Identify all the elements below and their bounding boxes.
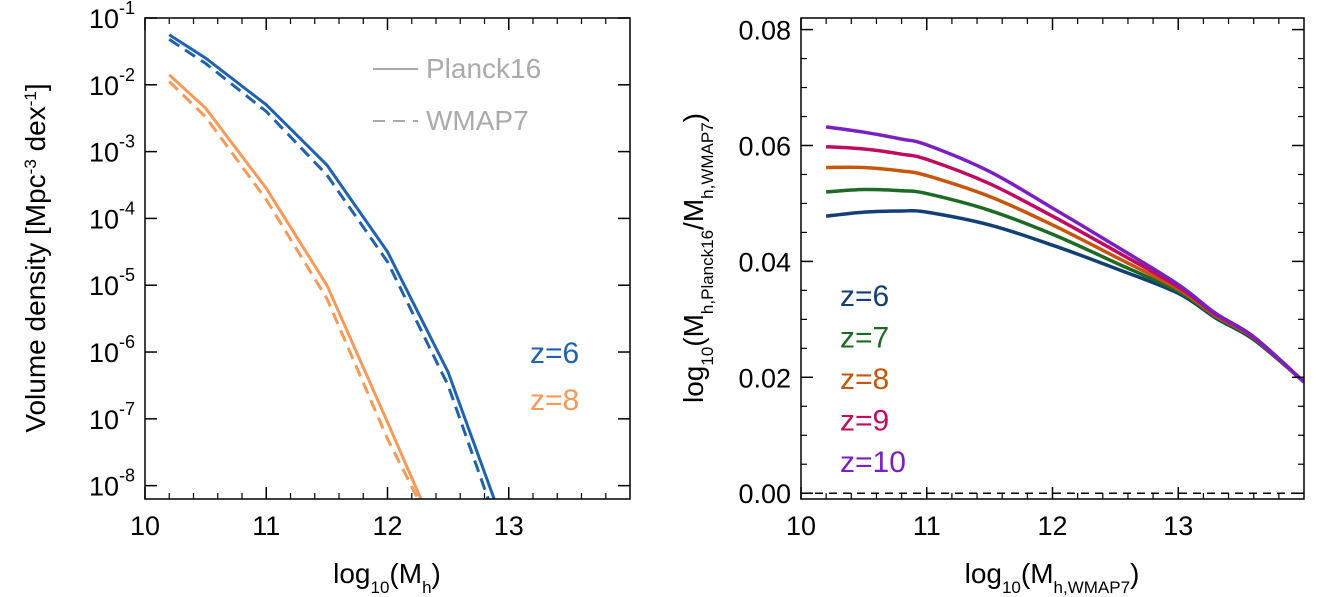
series-line-z10 (825, 125, 1304, 384)
y-tick-label: 0.00 (738, 479, 791, 509)
y-tick-label: 10-6 (89, 332, 135, 368)
right-panel: 10 11 12 130.000.020.040.060.08 z=6z=7z=8z=… (678, 16, 1305, 597)
y-tick-label: 10-5 (89, 265, 135, 301)
y-tick-label: 10-1 (89, 0, 135, 34)
x-tick-label: 12 (372, 511, 402, 541)
redshift-label-z7: z=7 (840, 322, 889, 355)
legend-label-wmap7: WMAP7 (426, 105, 529, 136)
x-tick-label: 10 (786, 511, 816, 541)
right-plot-area (801, 125, 1304, 494)
redshift-label-z10: z=10 (840, 446, 906, 479)
legend-label-planck16: Planck16 (426, 53, 541, 84)
x-tick-label: 10 (130, 511, 160, 541)
series-line-z6-wmap7 (168, 38, 490, 499)
series-line-z6 (825, 208, 1304, 384)
left-legend: Planck16 WMAP7 z=6 z=8 (373, 53, 579, 417)
series-line-z6-planck16 (168, 33, 496, 499)
right-legend: z=6 z=7 z=8 z=9 z=10 (840, 280, 906, 479)
series-line-z9 (826, 144, 1304, 384)
left-panel: 10 11 12 13 10-8 10-7 10-6 10-5 10-4 10-3 10-2 10-1… (20, 0, 631, 597)
redshift-label-z6: z=6 (840, 280, 889, 313)
y-tick-label: 10-7 (89, 399, 135, 435)
redshift-label-z8: z=8 (840, 363, 889, 396)
redshift-label-z9: z=9 (840, 405, 889, 438)
series-line-z8-planck16 (168, 73, 423, 499)
y-tick-label: 0.04 (738, 247, 791, 277)
y-tick-label: 0.02 (738, 363, 791, 393)
left-plot-area (168, 33, 496, 499)
right-y-axis-title: log10(Mh,Planck16/Mh,WMAP7) (678, 113, 717, 403)
x-tick-label: 11 (913, 511, 941, 541)
y-tick-label: 10-8 (89, 466, 135, 502)
y-tick-label: 10-3 (89, 132, 135, 168)
y-tick-label: 0.06 (738, 131, 791, 161)
right-axis-ticks: 10 11 12 13 0.00 0.02 0.04 0.06 0.08 (738, 16, 1304, 541)
x-tick-label: 13 (494, 511, 524, 541)
left-axis-ticks: 10 11 12 13 10-8 10-7 10-6 10-5 10-4 10-3 10-2 10-1 (89, 0, 630, 541)
x-tick-label: 11 (252, 511, 280, 541)
y-tick-label: 0.08 (738, 16, 791, 46)
x-tick-label: 12 (1037, 511, 1067, 541)
left-y-axis-title: Volume density [Mpc-3 dex-1] (20, 83, 51, 432)
y-tick-label: 10-4 (89, 198, 135, 234)
series-line-z8-wmap7 (168, 80, 420, 499)
x-tick-label: 13 (1163, 511, 1193, 541)
right-x-axis-title: log10(Mh,WMAP7) (965, 558, 1140, 597)
y-tick-label: 10-2 (89, 65, 135, 101)
series-line-z8 (826, 165, 1304, 384)
left-plot-frame (144, 17, 631, 500)
redshift-label-z8: z=8 (530, 384, 579, 417)
redshift-label-z6: z=6 (530, 337, 579, 370)
left-x-axis-title: log10(Mh) (333, 558, 441, 597)
series-line-z7 (825, 187, 1304, 384)
